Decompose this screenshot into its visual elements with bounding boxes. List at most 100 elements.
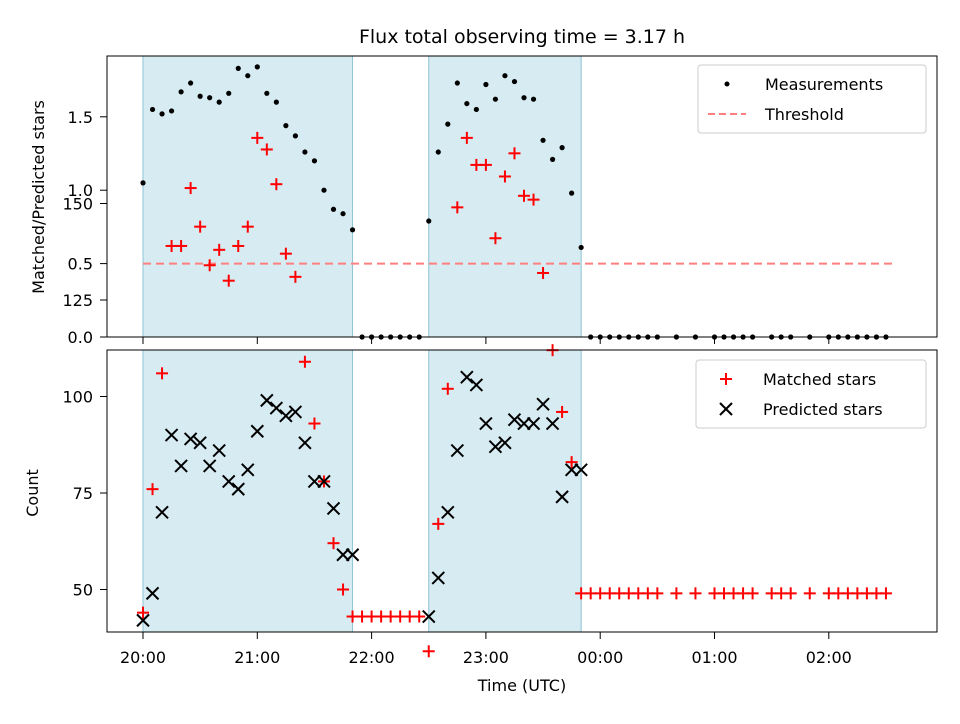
x-diag-2: [564, 463, 579, 477]
x-diag-2: [555, 490, 569, 504]
matched-star-point: [537, 266, 550, 279]
predicted-star-point: [164, 428, 179, 442]
matched-star-point: [441, 382, 454, 395]
predicted-star-point: [183, 432, 198, 446]
predicted-star-point: [288, 405, 303, 419]
legend-predicted-label: Predicted stars: [763, 400, 883, 419]
x-diag-2: [336, 548, 350, 562]
matched-star-point: [527, 193, 540, 206]
predicted-star-point: [536, 397, 550, 411]
top-y-ticks: 0.0 0.5 1.0 1.5: [68, 108, 107, 347]
top-y-tick-label: 0.0: [68, 328, 93, 347]
bottom-y-axis-label: Count: [23, 469, 42, 517]
matched-star-point: [222, 274, 235, 287]
matched-star-point: [327, 537, 340, 550]
measurement-point: [578, 244, 584, 251]
matched-star-point: [184, 182, 197, 195]
x-diag-2: [288, 405, 303, 419]
top-observing-windows: [142, 55, 582, 338]
matched-star-point: [746, 587, 759, 600]
legend-matched-marker: [720, 373, 732, 385]
matched-star-point: [422, 645, 435, 658]
x-tick-label: 23:00: [463, 648, 509, 667]
legend-threshold-label: Threshold: [764, 105, 844, 124]
predicted-star-point: [555, 490, 569, 504]
predicted-star-point: [345, 548, 360, 562]
x-diag-2: [517, 416, 531, 431]
matched-star-point: [241, 220, 254, 233]
x-tick-label: 02:00: [806, 648, 852, 667]
x-diag-2: [431, 571, 445, 585]
measurement-point: [454, 80, 460, 86]
measurement-point: [321, 187, 327, 193]
top-y-tick-label: 1.0: [68, 181, 93, 200]
x-diag-2: [317, 474, 331, 489]
measurement-point: [569, 190, 575, 196]
measurement-point: [464, 100, 470, 107]
matched-star-point: [260, 143, 273, 156]
predicted-points-layer: [136, 370, 588, 628]
predicted-star-point: [450, 443, 465, 458]
measurement-point: [311, 158, 318, 164]
measurement-point: [302, 149, 308, 155]
matched-star-point: [270, 178, 283, 191]
measurement-point: [235, 65, 241, 71]
matched-star-point: [298, 355, 311, 368]
matched-star-point: [232, 239, 245, 252]
measurement-point: [530, 96, 537, 102]
measurement-point: [216, 99, 222, 105]
x-tick-label: 00:00: [577, 648, 623, 667]
x-diag-2: [422, 609, 436, 624]
x-diag-2: [498, 436, 512, 450]
predicted-star-point: [441, 505, 455, 520]
measurement-point: [473, 106, 479, 113]
matched-star-point: [508, 147, 521, 160]
x-diag-2: [250, 424, 265, 438]
x-diag-2: [307, 474, 322, 489]
measurement-point: [264, 90, 270, 96]
measurement-point: [197, 93, 203, 99]
bottom-legend: Matched stars Predicted stars: [695, 359, 927, 429]
x-axis-label: Time (UTC): [477, 676, 566, 695]
predicted-star-point: [479, 416, 493, 431]
matched-star-point: [279, 247, 292, 260]
x-diag-2: [241, 463, 255, 477]
predicted-star-point: [498, 436, 512, 450]
top-y-axis-label: Matched/Predicted stars: [29, 100, 48, 294]
bottom-y-tick-label: 50: [73, 581, 93, 600]
predicted-star-point: [174, 459, 188, 473]
matched-star-point: [556, 405, 569, 418]
x-diag-2: [469, 378, 484, 392]
matched-star-point: [413, 610, 426, 623]
legend-measurements-marker: [724, 81, 730, 87]
x-diag-2: [488, 439, 503, 454]
measurement-point: [168, 108, 175, 114]
legend-measurements-label: Measurements: [765, 75, 883, 94]
x-diag-2: [231, 482, 245, 496]
x-diag-2: [507, 412, 522, 427]
x-diag-2: [526, 416, 541, 431]
matched-star-point: [137, 606, 149, 619]
x-diag-2: [574, 463, 588, 477]
matched-star-point: [203, 259, 216, 272]
predicted-star-point: [136, 613, 150, 628]
matched-star-point: [451, 201, 464, 214]
predicted-star-point: [260, 393, 274, 408]
predicted-star-point: [269, 401, 284, 415]
measurement-point: [540, 137, 546, 143]
measurement-point: [511, 78, 518, 85]
x-diag-2: [145, 586, 160, 601]
bottom-plot-frame: [106, 349, 938, 633]
bottom-y-ticks: 50 75 100 125 150: [62, 195, 107, 600]
x-diag-2: [441, 505, 455, 520]
bottom-y-tick-label: 100: [62, 388, 93, 407]
predicted-star-point: [241, 463, 255, 477]
measurement-point: [426, 218, 432, 224]
matched-star-point: [518, 189, 530, 202]
matched-star-point: [337, 583, 350, 596]
measurement-point: [140, 180, 146, 186]
x-diag-2: [536, 397, 550, 411]
predicted-star-point: [564, 463, 579, 477]
matched-star-point: [479, 158, 492, 171]
top-y-tick-label: 0.5: [68, 255, 93, 274]
